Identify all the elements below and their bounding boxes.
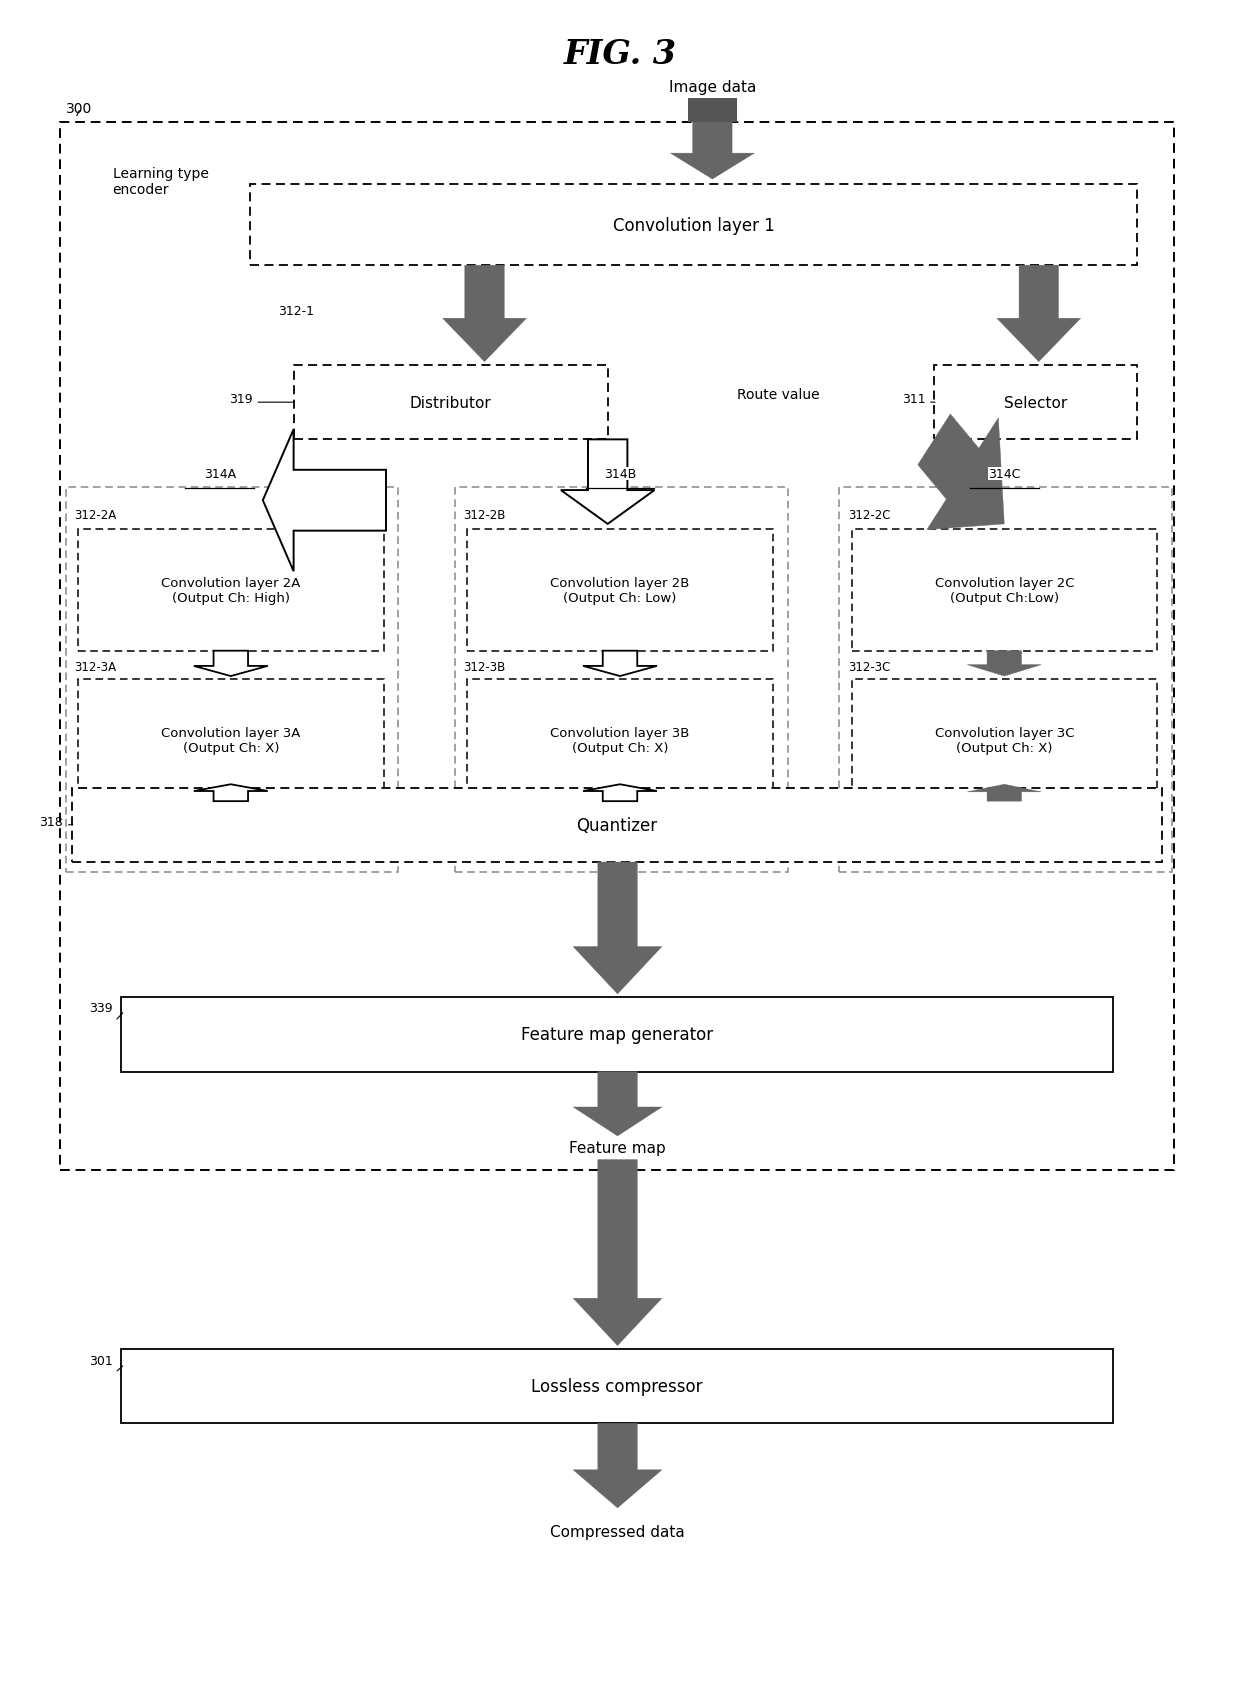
Polygon shape [997,267,1080,362]
Text: 312-3A: 312-3A [74,661,117,674]
Polygon shape [967,784,1042,801]
Text: 312-2A: 312-2A [74,508,117,521]
Polygon shape [573,1071,662,1136]
Text: Feature map: Feature map [569,1141,666,1156]
Bar [852,530,1157,652]
Polygon shape [918,414,1004,530]
Text: Convolution layer 1: Convolution layer 1 [613,217,775,234]
Bar [294,365,608,440]
Text: 319: 319 [229,392,253,406]
Polygon shape [671,122,754,180]
Text: Convolution layer 2A
(Output Ch: High): Convolution layer 2A (Output Ch: High) [161,577,300,604]
Text: Image data: Image data [668,80,756,95]
Polygon shape [573,863,662,995]
Text: Convolution layer 3A
(Output Ch: X): Convolution layer 3A (Output Ch: X) [161,727,300,756]
Bar [688,98,737,122]
Polygon shape [583,784,657,801]
Text: Feature map generator: Feature map generator [521,1026,713,1044]
Polygon shape [573,1423,662,1508]
Text: Quantizer: Quantizer [577,817,657,834]
Bar [78,530,383,652]
Text: 311: 311 [901,392,925,406]
Bar [250,185,1137,267]
Text: 314A: 314A [203,467,236,481]
Text: 339: 339 [89,1002,113,1014]
Bar [122,998,1112,1071]
Text: 314C: 314C [988,467,1021,481]
Text: 312-1: 312-1 [278,306,314,318]
Text: Learning type
encoder: Learning type encoder [113,166,208,197]
Polygon shape [443,267,527,362]
Polygon shape [967,652,1042,678]
Text: Compressed data: Compressed data [551,1525,684,1538]
Polygon shape [193,652,268,678]
Bar [467,679,773,801]
Text: 312-3C: 312-3C [848,661,890,674]
Bar [467,530,773,652]
Bar [122,1350,1112,1423]
Bar [60,122,1174,1170]
Bar [72,788,1162,863]
Text: Convolution layer 2B
(Output Ch: Low): Convolution layer 2B (Output Ch: Low) [551,577,689,604]
Text: 300: 300 [66,102,92,115]
Bar [852,679,1157,801]
Bar [455,487,787,873]
Polygon shape [263,430,386,572]
Polygon shape [573,1160,662,1347]
Text: Route value: Route value [737,387,820,401]
Text: 314B: 314B [604,467,636,481]
Text: 301: 301 [89,1355,113,1367]
Text: 318: 318 [40,815,63,829]
Bar [66,487,398,873]
Polygon shape [193,784,268,801]
Text: FIG. 3: FIG. 3 [563,39,677,71]
Text: 312-3B: 312-3B [464,661,506,674]
Text: Distributor: Distributor [409,396,491,411]
Text: Selector: Selector [1004,396,1068,411]
Bar [78,679,383,801]
Polygon shape [560,440,655,525]
Text: Convolution layer 3B
(Output Ch: X): Convolution layer 3B (Output Ch: X) [551,727,689,756]
Polygon shape [583,652,657,678]
Bar [839,487,1172,873]
Text: Convolution layer 3C
(Output Ch: X): Convolution layer 3C (Output Ch: X) [935,727,1074,756]
Text: 312-2C: 312-2C [848,508,890,521]
Text: Convolution layer 2C
(Output Ch:Low): Convolution layer 2C (Output Ch:Low) [935,577,1074,604]
Text: 312-2B: 312-2B [464,508,506,521]
Bar [934,365,1137,440]
Text: Lossless compressor: Lossless compressor [531,1377,703,1396]
